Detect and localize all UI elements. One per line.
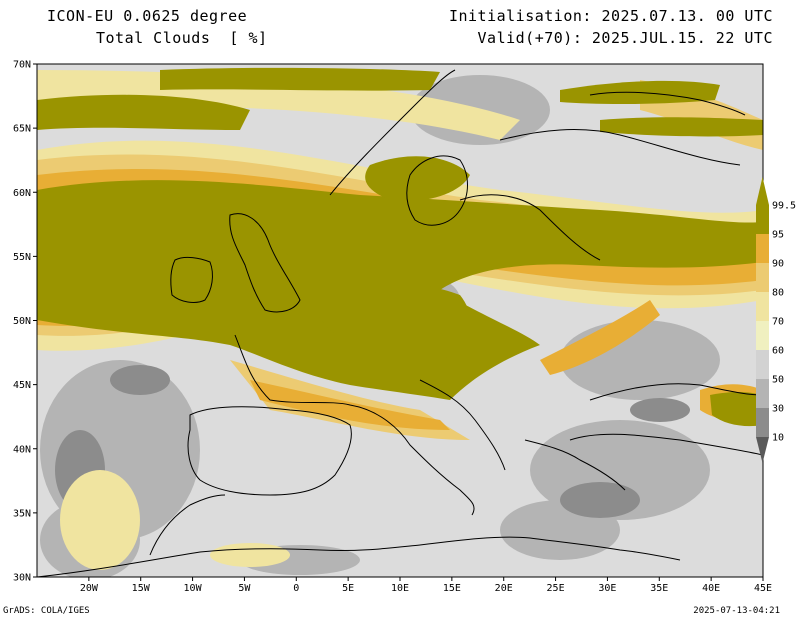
overcast-cloud bbox=[37, 67, 763, 427]
lon-tick-label: 0 bbox=[293, 583, 299, 594]
field-title: Total Clouds [ %] bbox=[96, 29, 268, 47]
colorbar-label: 95 bbox=[772, 230, 784, 241]
lat-tick-label: 55N bbox=[13, 252, 31, 263]
lat-tick-label: 40N bbox=[13, 444, 31, 455]
coastlines bbox=[37, 69, 763, 577]
colorbar-low-triangle bbox=[756, 437, 769, 463]
colorbar-segment bbox=[756, 408, 769, 437]
lon-tick-label: 5W bbox=[238, 583, 251, 594]
lat-tick-label: 50N bbox=[13, 316, 31, 327]
colorbar-label: 30 bbox=[772, 404, 784, 415]
lon-tick-label: 45E bbox=[754, 583, 772, 594]
lon-tick-label: 10W bbox=[184, 583, 203, 594]
lon-tick-label: 20E bbox=[495, 583, 513, 594]
init-time: Initialisation: 2025.07.13. 00 UTC bbox=[448, 7, 773, 25]
lon-tick-label: 5E bbox=[342, 583, 354, 594]
colorbar-segment bbox=[756, 350, 769, 379]
lon-tick-label: 15W bbox=[132, 583, 151, 594]
lon-tick-label: 25E bbox=[547, 583, 565, 594]
plot-timestamp: 2025-07-13-04:21 bbox=[693, 606, 780, 616]
colorbar-segment bbox=[756, 321, 769, 350]
lon-tick-label: 15E bbox=[443, 583, 461, 594]
colorbar-label: 10 bbox=[772, 433, 784, 444]
lat-tick-label: 45N bbox=[13, 380, 31, 391]
colorbar-high-triangle bbox=[756, 177, 769, 205]
lat-tick-label: 70N bbox=[13, 60, 31, 71]
colorbar-segment bbox=[756, 205, 769, 234]
lon-tick-label: 40E bbox=[702, 583, 720, 594]
latitude-axis: 30N 35N 40N 45N 50N 55N 60N 65N 70N bbox=[13, 60, 37, 584]
lat-tick-label: 60N bbox=[13, 188, 31, 199]
colorbar: 10 30 50 60 70 80 90 95 99.5 bbox=[756, 177, 796, 463]
colorbar-segment bbox=[756, 263, 769, 292]
colorbar-label: 90 bbox=[772, 259, 784, 270]
colorbar-label: 80 bbox=[772, 288, 784, 299]
lon-tick-label: 30E bbox=[598, 583, 616, 594]
colorbar-segment bbox=[756, 379, 769, 408]
colorbar-label: 50 bbox=[772, 375, 784, 386]
lon-tick-label: 20W bbox=[80, 583, 99, 594]
lon-tick-label: 10E bbox=[391, 583, 409, 594]
map-field bbox=[37, 64, 763, 577]
colorbar-segment bbox=[756, 292, 769, 321]
longitude-axis: 20W 15W 10W 5W 0 5E 10E 15E 20E 25E 30E 35E 40E 45E bbox=[80, 577, 772, 594]
valid-time: Valid(+70): 2025.JUL.15. 22 UTC bbox=[477, 29, 773, 47]
colorbar-label: 70 bbox=[772, 317, 784, 328]
colorbar-segment bbox=[756, 234, 769, 263]
lat-tick-label: 35N bbox=[13, 508, 31, 519]
colorbar-label: 99.5 bbox=[772, 201, 796, 212]
colorbar-label: 60 bbox=[772, 346, 784, 357]
lon-tick-label: 35E bbox=[650, 583, 668, 594]
grads-credit: GrADS: COLA/IGES bbox=[3, 606, 90, 616]
lat-tick-label: 65N bbox=[13, 124, 31, 135]
lat-tick-label: 30N bbox=[13, 573, 31, 584]
model-title: ICON-EU 0.0625 degree bbox=[47, 7, 248, 25]
